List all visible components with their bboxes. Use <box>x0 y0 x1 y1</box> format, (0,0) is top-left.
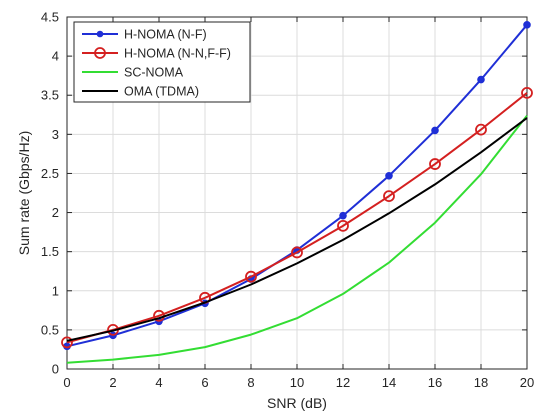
data-point <box>383 190 395 203</box>
legend-marker <box>94 47 106 59</box>
data-point <box>339 211 347 220</box>
x-tick-label: 12 <box>336 375 350 390</box>
x-tick-label: 0 <box>63 375 70 390</box>
y-tick-label: 0.5 <box>41 322 59 337</box>
data-point <box>431 126 439 135</box>
axis-ticks: 0 2 4 6 8 10 12 14 16 18 20 0 0.5 1 1.5 2 2.5 3 3.5 4 4.5 <box>41 10 534 391</box>
y-tick-label: 3 <box>52 127 59 142</box>
data-point <box>429 158 441 170</box>
y-tick-label: 1.5 <box>41 244 59 259</box>
legend: H-NOMA (N-F) H-NOMA (N-N,F-F) SC-NOMA OMA (… <box>73 21 251 103</box>
series-line-1 <box>66 92 528 344</box>
x-tick-label: 2 <box>109 375 116 390</box>
legend-label: H-NOMA (N-F) <box>124 28 207 42</box>
data-point <box>291 246 303 259</box>
y-tick-label: 4 <box>52 49 59 64</box>
x-tick-label: 14 <box>382 375 396 390</box>
y-tick-label: 2 <box>52 205 59 220</box>
data-point <box>337 219 349 232</box>
legend-marker <box>96 30 104 38</box>
x-axis-label: SNR (dB) <box>267 395 327 411</box>
data-point <box>523 21 531 29</box>
data-point <box>61 336 73 349</box>
data-point <box>245 270 257 283</box>
y-axis-label: Sum rate (Gbps/Hz) <box>16 131 32 255</box>
series-line-3 <box>66 117 528 342</box>
data-point <box>477 75 485 84</box>
data-point <box>385 171 393 180</box>
y-tick-label: 2.5 <box>41 166 59 181</box>
x-tick-label: 18 <box>474 375 488 390</box>
legend-box <box>73 21 251 103</box>
x-tick-label: 16 <box>428 375 442 390</box>
x-tick-label: 20 <box>520 375 534 390</box>
series-line-2 <box>66 114 528 364</box>
y-tick-label: 1 <box>52 283 59 298</box>
y-tick-label: 0 <box>52 362 59 377</box>
y-tick-label: 3.5 <box>41 88 59 103</box>
x-tick-label: 8 <box>247 375 254 390</box>
x-tick-label: 4 <box>155 375 162 390</box>
data-point <box>521 86 533 99</box>
legend-label: OMA (TDMA) <box>124 85 199 99</box>
x-tick-label: 10 <box>290 375 304 390</box>
legend-label: H-NOMA (N-N,F-F) <box>124 47 231 61</box>
legend-label: SC-NOMA <box>124 66 184 80</box>
x-tick-label: 6 <box>201 375 208 390</box>
data-point <box>475 123 487 136</box>
series-lines <box>61 21 533 364</box>
y-tick-label: 4.5 <box>41 10 59 25</box>
